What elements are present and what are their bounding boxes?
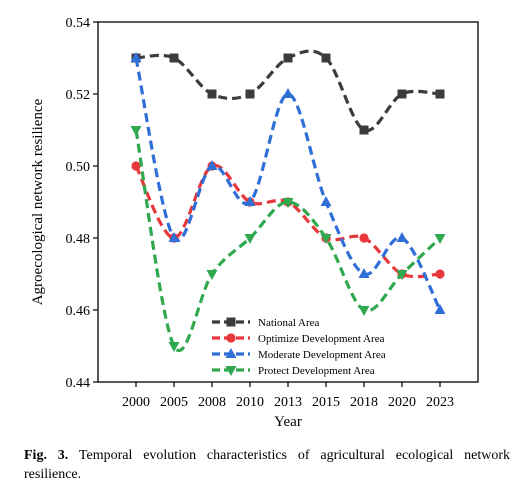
- y-tick-label: 0.52: [66, 88, 91, 103]
- x-tick-label: 2015: [312, 395, 340, 410]
- data-point: [130, 52, 142, 62]
- series-2: [130, 52, 446, 314]
- y-tick-label: 0.44: [66, 376, 91, 391]
- x-tick-label: 2010: [236, 395, 264, 410]
- y-tick-label: 0.46: [66, 304, 91, 319]
- data-point: [320, 196, 332, 206]
- data-point: [358, 268, 370, 278]
- x-tick-label: 2018: [350, 395, 378, 410]
- series-3: [130, 126, 446, 352]
- legend-item: Moderate Development Area: [212, 348, 386, 361]
- data-point: [434, 234, 446, 244]
- data-point: [169, 53, 179, 63]
- legend: National Area Optimize Development Area Mo…: [212, 317, 386, 377]
- x-tick-label: 2020: [388, 395, 416, 410]
- series-line: [134, 163, 441, 279]
- data-point: [359, 233, 369, 243]
- data-point: [283, 53, 293, 63]
- data-point: [130, 126, 142, 136]
- legend-marker: [226, 317, 236, 327]
- y-tick-label: 0.54: [66, 16, 91, 31]
- y-axis-ticks: 0.44 0.46 0.48 0.50 0.52 0.54: [66, 16, 98, 391]
- legend-label: Protect Development Area: [258, 365, 375, 377]
- x-axis-ticks: 2000 2005 2008 2010 2013 2015 2018 2020 2023: [122, 382, 454, 410]
- y-tick-label: 0.50: [66, 160, 91, 175]
- figure-caption: Fig. 3. Temporal evolution characteristi…: [24, 446, 510, 484]
- data-point: [359, 125, 369, 135]
- x-axis-title: Year: [274, 414, 302, 430]
- data-point: [131, 161, 141, 171]
- y-axis-title: Agroecological network resilience: [30, 98, 46, 305]
- legend-label: National Area: [258, 317, 320, 329]
- data-point: [396, 270, 408, 280]
- line-chart: 0.44 0.46 0.48 0.50 0.52 0.54 2000 2005 2008 201…: [30, 16, 479, 430]
- data-point: [282, 88, 294, 98]
- data-point: [244, 196, 256, 206]
- x-tick-label: 2000: [122, 395, 150, 410]
- data-point: [321, 53, 331, 63]
- x-tick-label: 2023: [426, 395, 454, 410]
- data-point: [435, 269, 445, 279]
- data-point: [244, 234, 256, 244]
- data-point: [168, 342, 180, 352]
- x-tick-label: 2005: [160, 395, 188, 410]
- caption-label: Fig. 3.: [24, 448, 69, 463]
- data-point: [397, 89, 407, 99]
- data-point: [320, 234, 332, 244]
- data-point: [245, 89, 255, 99]
- data-point: [206, 270, 218, 280]
- legend-label: Moderate Development Area: [258, 349, 386, 361]
- data-point: [207, 89, 217, 99]
- y-tick-label: 0.48: [66, 232, 91, 247]
- legend-marker: [225, 348, 237, 358]
- legend-item: Protect Development Area: [212, 365, 375, 377]
- data-point: [435, 89, 445, 99]
- data-point: [168, 232, 180, 242]
- legend-marker: [225, 366, 237, 376]
- data-point: [282, 198, 294, 208]
- caption-text: Temporal evolution characteristics of ag…: [24, 448, 510, 482]
- data-point: [396, 232, 408, 242]
- x-tick-label: 2008: [198, 395, 226, 410]
- data-point: [206, 160, 218, 170]
- data-point: [358, 306, 370, 316]
- legend-label: Optimize Development Area: [258, 333, 385, 345]
- legend-item: Optimize Development Area: [212, 333, 385, 345]
- data-point: [434, 304, 446, 314]
- series-layer: [130, 49, 446, 352]
- x-tick-label: 2013: [274, 395, 302, 410]
- legend-marker: [226, 333, 236, 343]
- series-1: [131, 161, 445, 279]
- legend-item: National Area: [212, 317, 320, 329]
